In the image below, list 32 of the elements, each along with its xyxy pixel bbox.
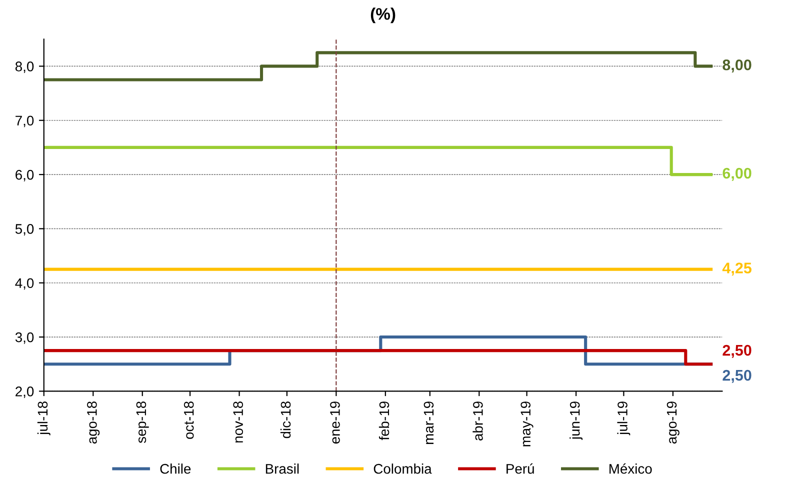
x-tick-label: oct-18 bbox=[184, 402, 194, 439]
y-tick-label: 6,0 bbox=[16, 170, 34, 182]
annotation: 8,00 bbox=[722, 59, 752, 73]
y-tick-label: 5,0 bbox=[15, 224, 34, 236]
legend-label: Colombia bbox=[374, 464, 432, 474]
x-tick-label: jul-19 bbox=[617, 402, 630, 436]
x-tick-label: ago-18 bbox=[87, 402, 100, 444]
y-tick-label: 8,0 bbox=[15, 62, 34, 74]
annotation: 2,50 bbox=[722, 344, 752, 358]
x-tick-label: mar-19 bbox=[424, 402, 434, 444]
legend-label: Perú bbox=[506, 463, 534, 474]
annotation: 2,50 bbox=[722, 370, 752, 383]
chart-title: (%) bbox=[370, 8, 396, 24]
legend-label: Chile bbox=[160, 464, 191, 474]
x-tick-label: ago-19 bbox=[666, 402, 680, 444]
y-tick-label: 2,0 bbox=[16, 386, 34, 398]
x-tick-label: sep-18 bbox=[136, 402, 149, 443]
x-tick-label: ene-19 bbox=[330, 402, 340, 444]
x-tick-label: jul-18 bbox=[37, 402, 50, 436]
x-tick-label: dic-18 bbox=[280, 402, 291, 438]
y-tick-label: 7,0 bbox=[16, 116, 34, 128]
y-tick-label: 4,0 bbox=[15, 278, 34, 290]
y-tick-label: 3,0 bbox=[15, 332, 34, 344]
x-tick-label: nov-18 bbox=[233, 402, 244, 442]
x-tick-label: may-19 bbox=[520, 402, 534, 446]
legend-label: México bbox=[610, 463, 652, 474]
legend-label: Brasil bbox=[266, 464, 299, 474]
annotation: 6,00 bbox=[722, 168, 752, 181]
x-tick-label: abr-19 bbox=[472, 402, 483, 440]
x-tick-label: jun-19 bbox=[570, 402, 583, 440]
annotation: 4,25 bbox=[722, 262, 752, 276]
x-tick-label: feb-19 bbox=[378, 402, 390, 440]
